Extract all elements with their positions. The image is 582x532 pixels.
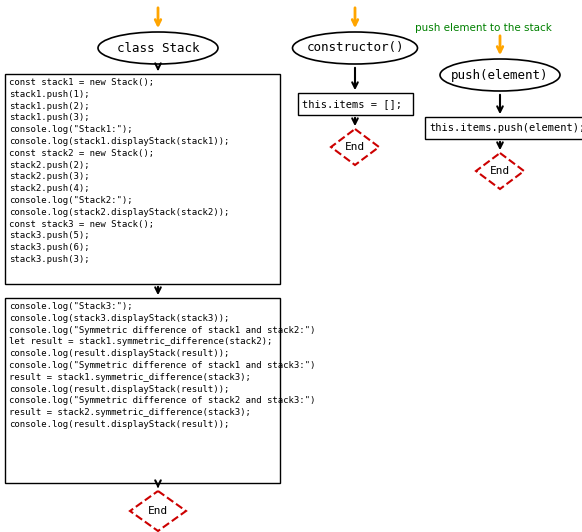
FancyBboxPatch shape xyxy=(425,117,582,139)
Polygon shape xyxy=(331,129,379,165)
FancyBboxPatch shape xyxy=(5,298,280,483)
FancyBboxPatch shape xyxy=(5,74,280,284)
Text: End: End xyxy=(345,142,365,152)
Polygon shape xyxy=(130,491,186,531)
Text: this.items.push(element);: this.items.push(element); xyxy=(429,123,582,133)
Text: push element to the stack: push element to the stack xyxy=(415,23,552,33)
Text: class Stack: class Stack xyxy=(117,41,199,54)
Text: const stack1 = new Stack();
stack1.push(1);
stack1.push(2);
stack1.push(3);
cons: const stack1 = new Stack(); stack1.push(… xyxy=(9,78,229,264)
Text: this.items = [];: this.items = []; xyxy=(301,99,402,109)
Ellipse shape xyxy=(293,32,417,64)
Text: End: End xyxy=(490,166,510,176)
FancyBboxPatch shape xyxy=(297,93,413,115)
Text: console.log("Stack3:");
console.log(stack3.displayStack(stack3));
console.log("S: console.log("Stack3:"); console.log(stac… xyxy=(9,302,315,429)
Text: End: End xyxy=(148,506,168,516)
Ellipse shape xyxy=(98,32,218,64)
Ellipse shape xyxy=(440,59,560,91)
Polygon shape xyxy=(476,153,524,189)
Text: constructor(): constructor() xyxy=(306,41,404,54)
Text: push(element): push(element) xyxy=(451,69,549,81)
